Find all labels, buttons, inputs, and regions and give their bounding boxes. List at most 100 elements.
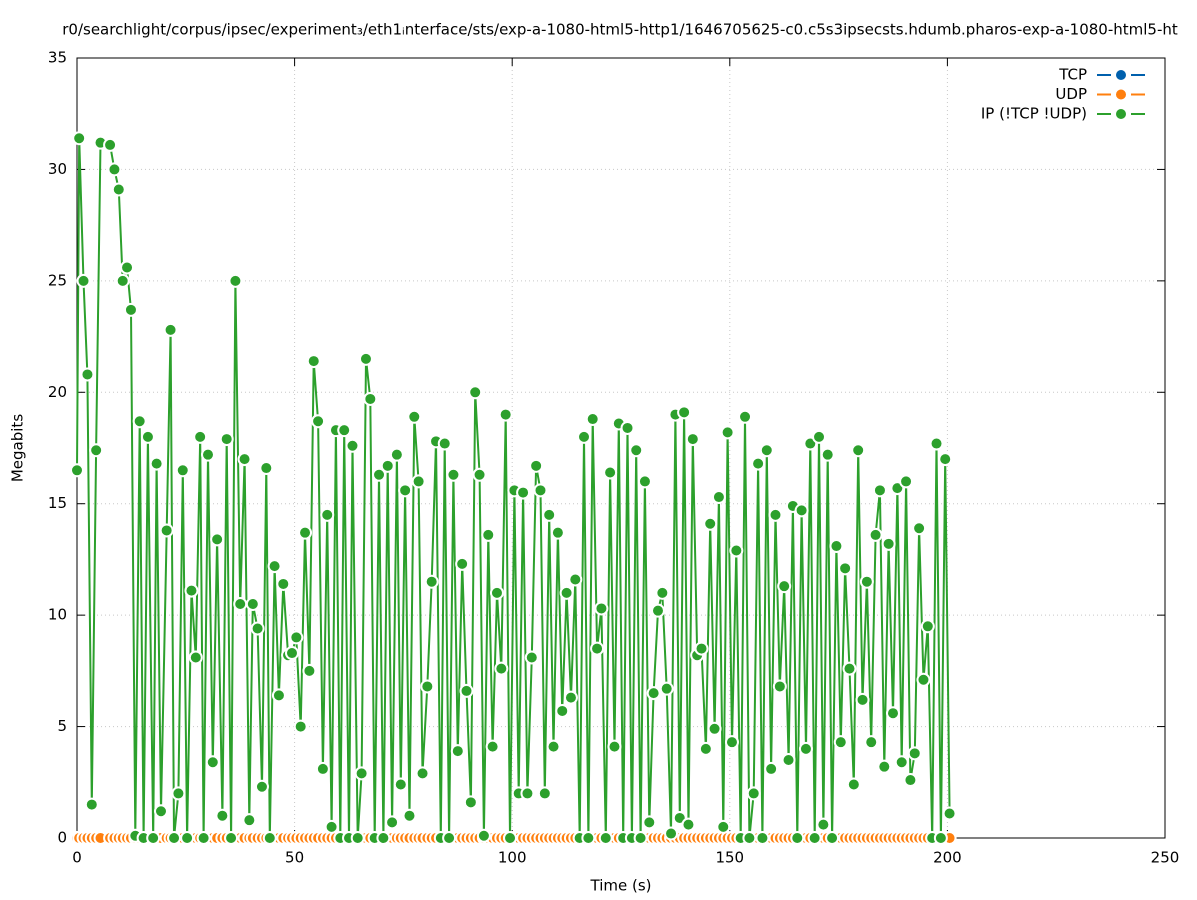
data-point — [205, 755, 220, 770]
data-point — [929, 436, 944, 451]
data-point — [724, 735, 739, 750]
data-point — [224, 831, 239, 845]
data-point — [132, 414, 147, 429]
data-point — [764, 761, 779, 776]
data-point — [659, 681, 674, 696]
data-point — [320, 507, 335, 522]
data-point — [585, 412, 600, 427]
data-point — [603, 465, 618, 480]
data-point — [629, 443, 644, 458]
data-point — [698, 741, 713, 756]
data-point — [777, 579, 792, 594]
data-point — [293, 719, 308, 734]
data-point — [398, 483, 413, 498]
data-point — [938, 452, 953, 467]
data-point — [140, 429, 155, 444]
data-point — [864, 735, 879, 750]
data-point — [420, 679, 435, 694]
data-point — [568, 572, 583, 587]
data-point — [210, 532, 225, 547]
data-point — [529, 458, 544, 473]
data-point — [842, 661, 857, 676]
y-axis-label: Megabits — [9, 414, 27, 482]
data-point — [153, 804, 168, 819]
data-point — [855, 692, 870, 707]
data-point — [455, 556, 470, 571]
data-point — [516, 485, 531, 500]
data-point — [424, 574, 439, 589]
data-point — [385, 815, 400, 830]
data-point — [563, 690, 578, 705]
data-point — [489, 585, 504, 600]
data-point — [481, 527, 496, 542]
data-point — [115, 273, 130, 288]
data-point — [407, 409, 422, 424]
data-point — [851, 443, 866, 458]
data-point — [376, 831, 391, 845]
data-point — [772, 679, 787, 694]
data-point — [555, 703, 570, 718]
x-tick-label: 50 — [285, 849, 304, 867]
data-point — [820, 447, 835, 462]
x-tick-label: 150 — [715, 849, 744, 867]
data-point — [468, 385, 483, 400]
data-point — [520, 786, 535, 801]
data-point — [472, 467, 487, 482]
data-point — [200, 447, 215, 462]
data-point — [755, 831, 770, 845]
data-point — [524, 650, 539, 665]
data-point — [146, 831, 161, 845]
data-point — [363, 391, 378, 406]
data-point — [642, 815, 657, 830]
y-tick-label: 10 — [48, 606, 67, 624]
data-point — [311, 414, 326, 429]
data-point — [167, 831, 182, 845]
legend-label: TCP — [1058, 66, 1087, 84]
data-point — [881, 536, 896, 551]
data-point — [80, 367, 95, 382]
data-point — [790, 831, 805, 845]
data-point — [711, 490, 726, 505]
data-point — [276, 576, 291, 591]
data-point — [219, 432, 234, 447]
data-point — [302, 663, 317, 678]
data-point — [89, 443, 104, 458]
data-point — [494, 661, 509, 676]
x-axis-label: Time (s) — [590, 877, 652, 895]
data-point — [650, 603, 665, 618]
data-point — [533, 483, 548, 498]
data-point — [498, 407, 513, 422]
data-point — [794, 503, 809, 518]
data-point — [633, 831, 648, 845]
data-point — [306, 354, 321, 369]
data-point — [816, 817, 831, 832]
data-point — [250, 621, 265, 636]
data-point — [345, 438, 360, 453]
y-tick-label: 0 — [57, 829, 67, 847]
data-point — [485, 739, 500, 754]
data-point — [193, 429, 208, 444]
x-tick-label: 250 — [1151, 849, 1180, 867]
y-tick-label: 35 — [48, 49, 67, 67]
legend-label: UDP — [1055, 85, 1087, 103]
data-point — [677, 405, 692, 420]
data-point — [76, 273, 91, 288]
data-point — [812, 429, 827, 444]
y-tick-label: 15 — [48, 494, 67, 512]
data-point — [259, 461, 274, 476]
legend-marker — [1114, 68, 1128, 82]
data-point — [912, 521, 927, 536]
data-point — [664, 826, 679, 841]
data-point — [271, 688, 286, 703]
data-point — [459, 683, 474, 698]
data-point — [537, 786, 552, 801]
data-point — [781, 753, 796, 767]
data-point — [550, 525, 565, 540]
data-point — [746, 786, 761, 801]
data-point — [298, 525, 313, 540]
data-point — [389, 447, 404, 462]
data-point — [933, 831, 948, 845]
data-point — [354, 766, 369, 781]
x-tick-label: 200 — [933, 849, 962, 867]
data-point — [581, 831, 596, 845]
